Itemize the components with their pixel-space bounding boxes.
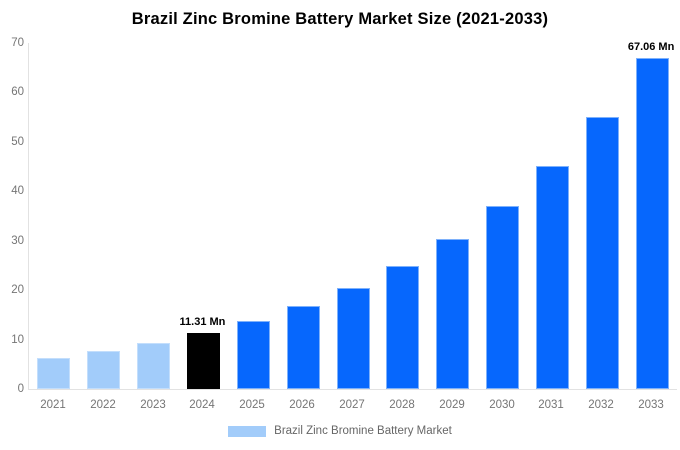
bar-2024[interactable] [187, 333, 220, 389]
value-label-2033: 67.06 Mn [627, 41, 675, 53]
value-label-2024: 11.31 Mn [179, 316, 226, 328]
bar-2031[interactable] [536, 166, 569, 389]
bar-2025[interactable] [237, 321, 270, 389]
y-tick-0: 0 [17, 383, 24, 395]
x-tick-2021: 2021 [40, 399, 66, 411]
plot-area [28, 43, 677, 390]
x-tick-2026: 2026 [289, 399, 315, 411]
x-tick-2030: 2030 [489, 399, 515, 411]
bar-2029[interactable] [436, 239, 469, 389]
bar-2032[interactable] [586, 117, 619, 389]
y-tick-70: 70 [11, 37, 24, 49]
x-tick-2032: 2032 [588, 399, 614, 411]
legend-item-series[interactable]: Brazil Zinc Bromine Battery Market [228, 425, 452, 437]
y-tick-60: 60 [11, 86, 24, 99]
x-tick-2029: 2029 [439, 399, 465, 411]
x-tick-2023: 2023 [140, 399, 166, 411]
y-tick-10: 10 [11, 333, 24, 346]
y-tick-20: 20 [11, 284, 24, 297]
y-tick-30: 30 [11, 234, 24, 247]
bar-2026[interactable] [287, 306, 320, 389]
chart-title: Brazil Zinc Bromine Battery Market Size … [131, 10, 549, 28]
x-tick-2024: 2024 [189, 399, 215, 411]
bar-2028[interactable] [386, 266, 419, 389]
bar-2021[interactable] [37, 358, 70, 389]
bar-2023[interactable] [137, 343, 170, 389]
bar-2027[interactable] [337, 288, 370, 389]
x-tick-2027: 2027 [339, 399, 365, 411]
legend-label: Brazil Zinc Bromine Battery Market [274, 425, 452, 437]
y-tick-40: 40 [11, 185, 24, 198]
bar-2033[interactable] [636, 58, 669, 389]
bar-2022[interactable] [87, 351, 120, 389]
x-tick-2022: 2022 [90, 399, 116, 411]
x-tick-2031: 2031 [538, 399, 564, 411]
legend: Brazil Zinc Bromine Battery Market [0, 425, 680, 437]
bar-2030[interactable] [486, 206, 519, 389]
legend-swatch [228, 425, 267, 437]
x-tick-2028: 2028 [389, 399, 415, 411]
y-tick-50: 50 [11, 135, 24, 148]
x-tick-2033: 2033 [638, 399, 664, 411]
x-tick-2025: 2025 [239, 399, 265, 411]
